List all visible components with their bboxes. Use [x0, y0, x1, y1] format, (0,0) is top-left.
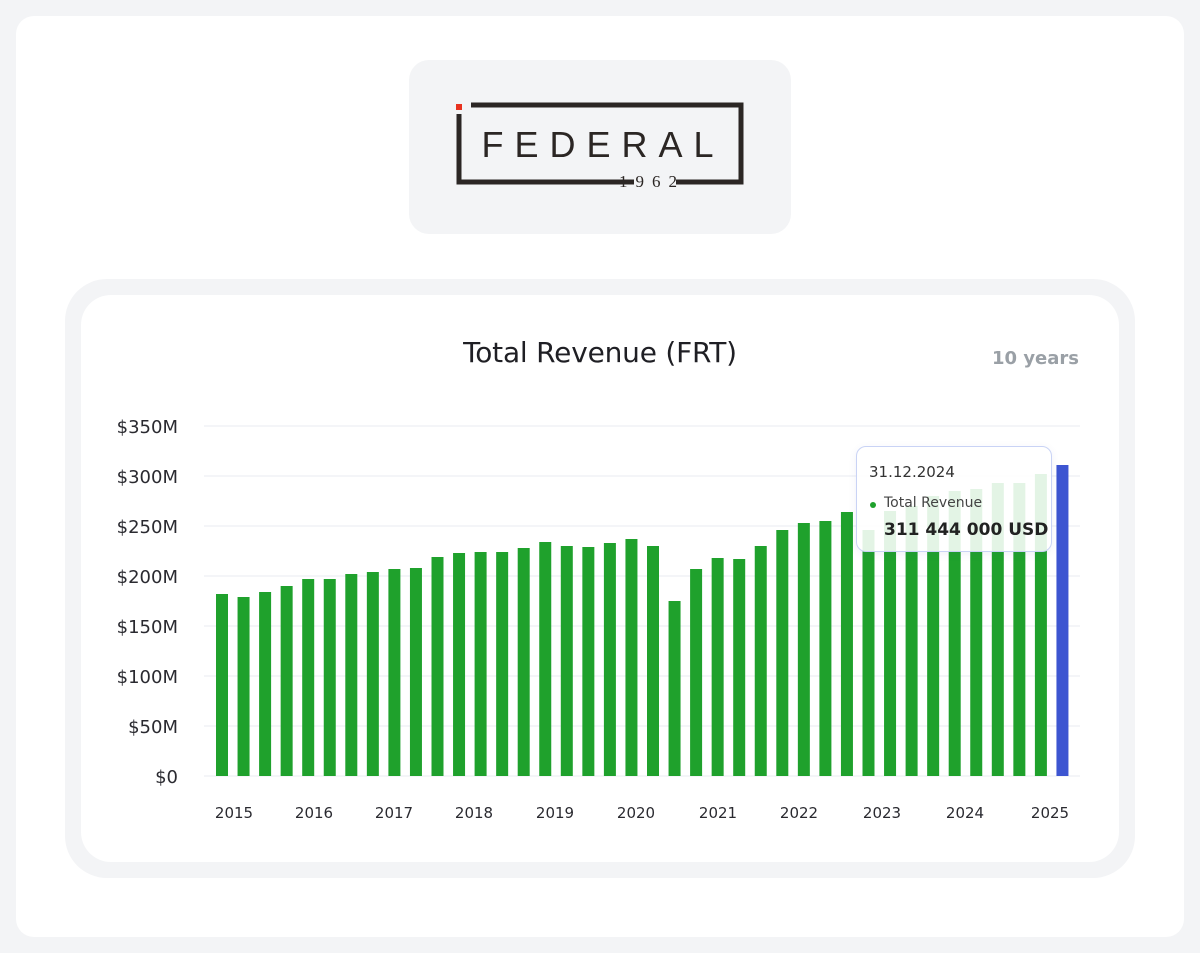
bars: [216, 465, 1069, 776]
tooltip-date: 31.12.2024: [869, 463, 955, 481]
bar: [754, 546, 767, 776]
bar: [582, 547, 595, 776]
logo-year: 1962: [619, 172, 685, 191]
x-tick-label: 2017: [375, 804, 413, 822]
bar: [991, 483, 1004, 776]
logo-wordmark: FEDERAL: [481, 124, 724, 165]
bar: [388, 569, 401, 776]
chart-card: [81, 295, 1119, 862]
bar: [711, 558, 724, 776]
tooltip-series-dot: [870, 502, 876, 508]
x-tick-label: 2021: [699, 804, 737, 822]
bar: [625, 539, 638, 776]
bar: [668, 601, 681, 776]
x-tick-label: 2023: [863, 804, 901, 822]
tooltip-value: 311 444 000 USD: [884, 520, 1049, 540]
y-tick-label: $0: [155, 767, 178, 788]
y-tick-label: $200M: [117, 567, 178, 588]
bar: [690, 569, 703, 776]
chart-tooltip: 31.12.2024 Total Revenue 311 444 000 USD: [856, 446, 1052, 552]
tooltip-series-name: Total Revenue: [884, 495, 983, 511]
bar: [474, 552, 487, 776]
bar: [259, 592, 272, 776]
x-tick-label: 2020: [617, 804, 655, 822]
range-selector[interactable]: 10 years: [992, 348, 1079, 369]
bar: [517, 548, 530, 776]
logo-frame-lines: [456, 102, 744, 185]
x-tick-label: 2016: [295, 804, 333, 822]
bar: [280, 586, 293, 776]
y-tick-label: $250M: [117, 517, 178, 538]
bar: [819, 521, 832, 776]
bar: [453, 553, 466, 776]
bar: [345, 574, 358, 776]
bar: [323, 579, 336, 776]
x-axis-ticks: 2015 2016 2017 2018 2019 2020 2021 2022 2023 2024…: [215, 804, 1069, 822]
bar: [603, 543, 616, 776]
bar: [560, 546, 573, 776]
y-tick-label: $100M: [117, 667, 178, 688]
bar: [1013, 483, 1026, 776]
y-tick-label: $350M: [117, 417, 178, 438]
bar: [927, 496, 940, 776]
bar: [1056, 465, 1069, 776]
bar: [776, 530, 789, 776]
x-tick-label: 2022: [780, 804, 818, 822]
logo-accent-square: [456, 104, 462, 110]
y-tick-label: $50M: [128, 717, 178, 738]
x-tick-label: 2018: [455, 804, 493, 822]
bar: [840, 512, 853, 776]
y-tick-label: $150M: [117, 617, 178, 638]
bar: [431, 557, 444, 776]
y-tick-label: $300M: [117, 467, 178, 488]
x-tick-label: 2025: [1031, 804, 1069, 822]
bar: [366, 572, 379, 776]
bar: [539, 542, 552, 776]
bar: [302, 579, 315, 776]
x-tick-label: 2015: [215, 804, 253, 822]
bar: [970, 489, 983, 776]
bar: [905, 506, 918, 776]
bar: [409, 568, 422, 776]
x-tick-label: 2019: [536, 804, 574, 822]
chart-title: Total Revenue (FRT): [463, 336, 737, 369]
y-axis-ticks: $0 $50M $100M $150M $200M $250M $300M $350M: [117, 417, 178, 788]
company-logo-card: FEDERAL 1962: [409, 60, 791, 234]
bar: [647, 546, 659, 776]
federal-logo: FEDERAL 1962: [456, 102, 744, 191]
bar: [237, 597, 250, 776]
bar: [496, 552, 509, 776]
bar: [797, 523, 810, 776]
x-tick-label: 2024: [946, 804, 984, 822]
bar: [948, 491, 961, 776]
bar: [216, 594, 228, 776]
bar: [733, 559, 746, 776]
bar: [884, 511, 897, 776]
bar: [862, 530, 875, 776]
